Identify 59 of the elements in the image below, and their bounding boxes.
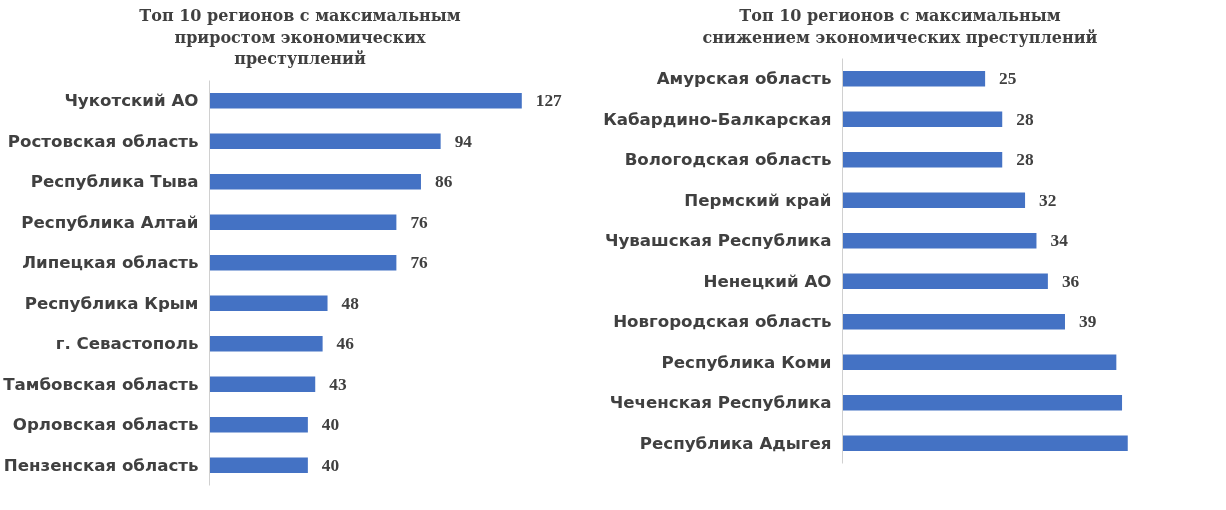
y-tick-label: Чукотский АО bbox=[64, 91, 199, 111]
y-tick-label: Республика Алтай bbox=[21, 212, 199, 232]
bar bbox=[842, 152, 1003, 168]
bar bbox=[842, 71, 986, 87]
bar bbox=[209, 457, 308, 473]
data-label: 36 bbox=[1061, 271, 1080, 291]
y-tick-label: Кабардино-Балкарская bbox=[603, 109, 832, 129]
bar bbox=[842, 395, 1123, 411]
bar bbox=[209, 133, 441, 149]
data-label: 94 bbox=[454, 131, 473, 151]
y-tick-label: Пермский край bbox=[684, 190, 832, 210]
y-tick-label: Липецкая область bbox=[22, 253, 199, 273]
bar bbox=[842, 233, 1037, 249]
y-tick-label: Пензенская область bbox=[3, 455, 199, 475]
data-label: 43 bbox=[329, 374, 347, 394]
data-label: 39 bbox=[1078, 312, 1097, 332]
data-label: 76 bbox=[410, 212, 429, 232]
bar bbox=[842, 273, 1048, 290]
bar bbox=[209, 335, 323, 352]
bar bbox=[842, 111, 1003, 128]
bar bbox=[209, 416, 308, 433]
y-tick-label: Амурская область bbox=[656, 69, 832, 89]
bar bbox=[209, 173, 421, 190]
y-tick-label: Ненецкий АО bbox=[703, 271, 832, 291]
data-label: 32 bbox=[1039, 190, 1057, 210]
y-tick-label: Чувашская Республика bbox=[605, 231, 832, 251]
y-tick-label: г. Севастополь bbox=[55, 334, 199, 354]
data-label: 86 bbox=[434, 172, 453, 192]
data-label: 40 bbox=[321, 415, 340, 435]
y-tick-label: Республика Тыва bbox=[30, 172, 199, 192]
bar bbox=[842, 192, 1026, 209]
data-label: 46 bbox=[336, 334, 355, 354]
data-label: 48 bbox=[341, 293, 360, 313]
bar bbox=[842, 314, 1065, 330]
bar bbox=[209, 254, 397, 271]
data-label: 127 bbox=[535, 91, 563, 111]
data-label: 25 bbox=[999, 69, 1017, 89]
y-tick-label: Республика Коми bbox=[661, 352, 832, 372]
bar bbox=[842, 435, 1128, 452]
chart-title: Топ 10 регионов с максимальным приростом экономических преступлений bbox=[139, 5, 461, 70]
y-tick-label: Новгородская область bbox=[613, 312, 832, 332]
data-label: 34 bbox=[1050, 231, 1069, 251]
bar bbox=[209, 214, 397, 230]
bar bbox=[842, 354, 1117, 371]
data-label: 76 bbox=[410, 253, 429, 273]
bar bbox=[209, 92, 522, 109]
y-tick-label: Тамбовская область bbox=[3, 374, 199, 394]
y-tick-label: Республика Адыгея bbox=[639, 433, 832, 453]
bar bbox=[209, 295, 328, 311]
bar bbox=[209, 376, 316, 392]
y-tick-label: Орловская область bbox=[12, 415, 199, 435]
y-tick-label: Чеченская Республика bbox=[609, 393, 832, 413]
data-label: 28 bbox=[1016, 150, 1034, 170]
y-tick-label: Республика Крым bbox=[24, 293, 199, 313]
data-label: 40 bbox=[321, 455, 340, 475]
y-tick-label: Ростовская область bbox=[7, 131, 199, 151]
chart-title: Топ 10 регионов с максимальным снижением экономических преступлений bbox=[702, 5, 1098, 49]
y-tick-label: Вологодская область bbox=[624, 150, 832, 170]
data-label: 28 bbox=[1016, 109, 1034, 129]
